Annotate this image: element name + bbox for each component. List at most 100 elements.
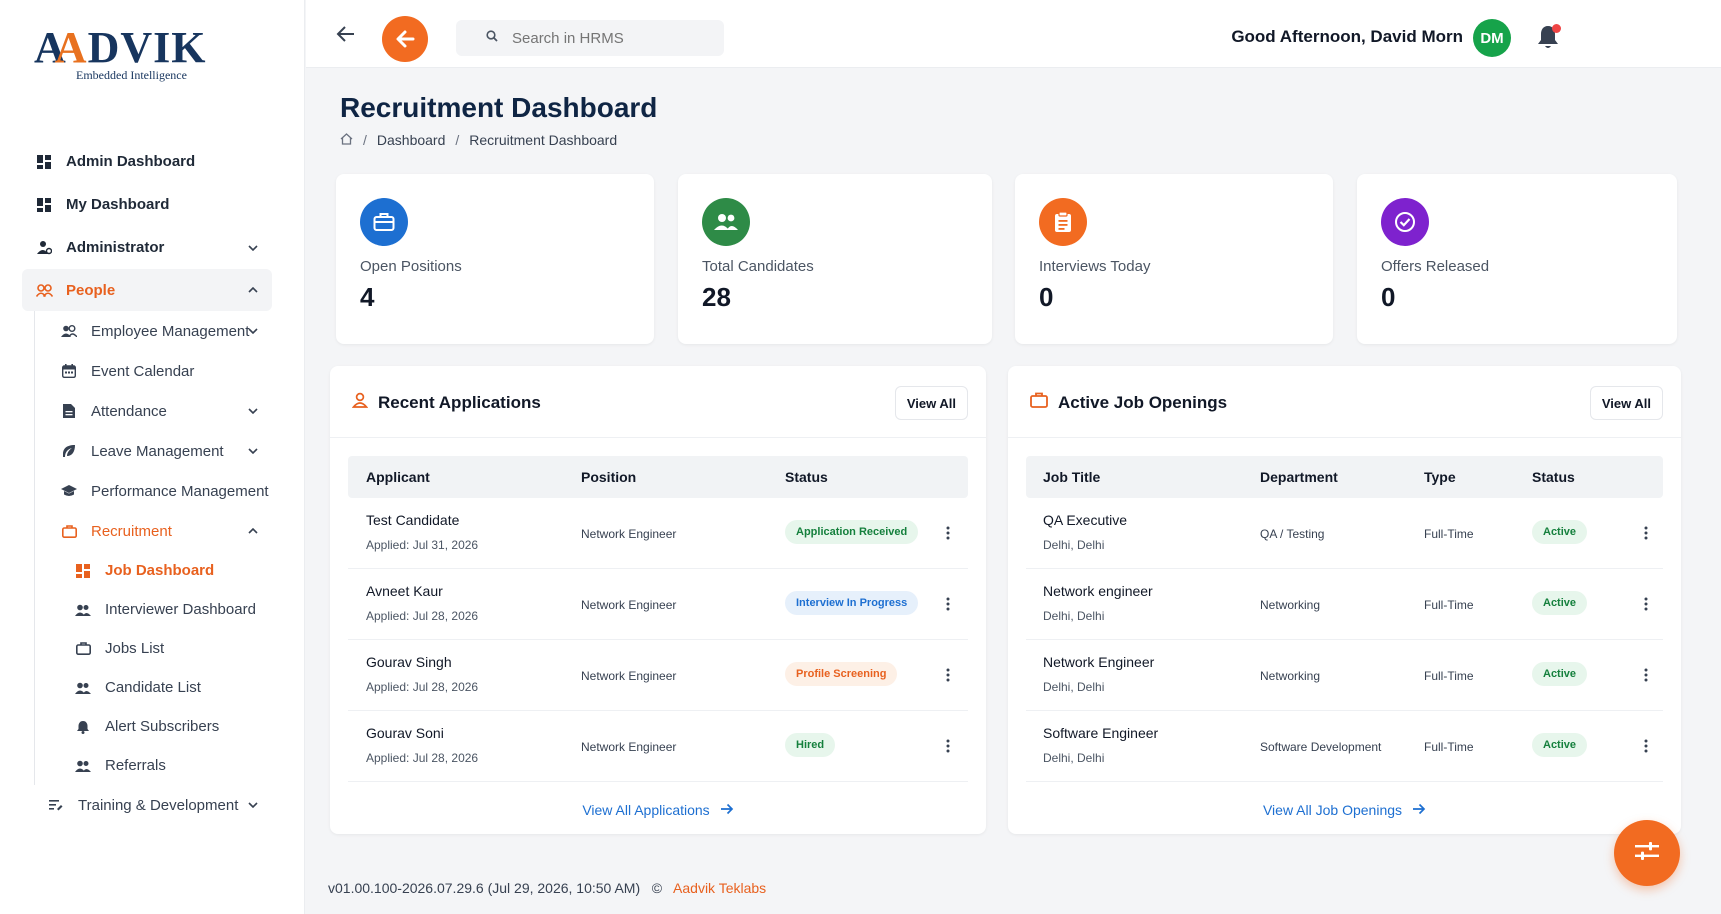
check-circle-icon	[1381, 198, 1429, 246]
more-options-icon[interactable]	[1638, 593, 1654, 615]
more-options-icon[interactable]	[940, 735, 956, 757]
sidebar-item-job-dashboard[interactable]: Job Dashboard	[35, 551, 272, 590]
page-title: Recruitment Dashboard	[340, 92, 658, 123]
table-row[interactable]: Gourav Soni Applied: Jul 28, 2026 Networ…	[348, 711, 968, 782]
avatar[interactable]: DM	[1473, 19, 1511, 57]
department: Networking	[1260, 669, 1321, 683]
stat-label: Offers Released	[1381, 258, 1490, 275]
sidebar-item-administrator[interactable]: Administrator	[22, 226, 272, 269]
sidebar-item-attendance[interactable]: Attendance	[35, 391, 272, 431]
chevron-down-icon	[246, 324, 260, 338]
settings-fab-button[interactable]	[1614, 820, 1680, 886]
sidebar-item-my-dashboard[interactable]: My Dashboard	[22, 183, 272, 226]
status-badge: Active	[1532, 662, 1588, 686]
dashboard-icon	[34, 152, 54, 172]
more-options-icon[interactable]	[940, 593, 956, 615]
column-header: Status	[785, 469, 828, 485]
applicant-name: Avneet Kaur	[366, 583, 443, 599]
go-back-button[interactable]	[382, 16, 428, 62]
more-options-icon[interactable]	[1638, 664, 1654, 686]
sidebar-item-leave-management[interactable]: Leave Management	[35, 431, 272, 471]
dashboard-icon	[73, 561, 93, 581]
sidebar-item-jobs-list[interactable]: Jobs List	[35, 629, 272, 668]
department: QA / Testing	[1260, 527, 1325, 541]
sidebar-item-people[interactable]: People	[22, 269, 272, 311]
sidebar-item-training-development[interactable]: Training & Development	[22, 785, 272, 825]
table-row[interactable]: Avneet Kaur Applied: Jul 28, 2026 Networ…	[348, 569, 968, 640]
column-header: Position	[581, 469, 637, 485]
table-row[interactable]: Network Engineer Delhi, Delhi Networking…	[1026, 640, 1663, 711]
users-icon	[59, 321, 79, 341]
applied-date: Applied: Jul 31, 2026	[366, 538, 479, 552]
sidebar-item-performance-management[interactable]: Performance Management	[35, 471, 272, 511]
users-icon	[73, 678, 93, 698]
version-text: v01.00.100-2026.07.29.6 (Jul 29, 2026, 1…	[328, 880, 641, 896]
breadcrumb-dashboard-link[interactable]: Dashboard	[376, 132, 446, 148]
job-title: Network engineer	[1043, 583, 1153, 599]
sidebar-item-referrals[interactable]: Referrals	[35, 746, 272, 785]
sidebar-item-label: Referrals	[105, 757, 166, 774]
sidebar-item-label: Event Calendar	[91, 362, 195, 380]
table-row[interactable]: Software Engineer Delhi, Delhi Software …	[1026, 711, 1663, 782]
column-header: Status	[1532, 469, 1575, 485]
admin-icon	[34, 238, 54, 258]
job-title: Network Engineer	[1043, 654, 1155, 670]
panel-title: Active Job Openings	[1058, 392, 1228, 412]
notification-bell-icon[interactable]	[1533, 22, 1563, 52]
breadcrumb-separator: /	[363, 132, 367, 148]
briefcase-icon	[1030, 392, 1048, 413]
more-options-icon[interactable]	[940, 664, 956, 686]
copyright-symbol: ©	[651, 880, 663, 896]
status-badge: Active	[1532, 591, 1588, 615]
table-row[interactable]: QA Executive Delhi, Delhi QA / Testing F…	[1026, 498, 1663, 569]
table-row[interactable]: Test Candidate Applied: Jul 31, 2026 Net…	[348, 498, 968, 569]
applicant-name: Test Candidate	[366, 512, 460, 528]
calendar-icon	[59, 361, 79, 381]
search-input[interactable]	[512, 29, 722, 47]
table-row[interactable]: Gourav Singh Applied: Jul 28, 2026 Netwo…	[348, 640, 968, 711]
sidebar-item-label: Candidate List	[105, 679, 201, 696]
sidebar-item-label: Employee Management	[91, 322, 250, 340]
stat-value: 0	[1381, 282, 1396, 312]
sidebar-item-interviewer-dashboard[interactable]: Interviewer Dashboard	[35, 590, 272, 629]
sidebar-item-event-calendar[interactable]: Event Calendar	[35, 351, 272, 391]
breadcrumb-current: Recruitment Dashboard	[469, 132, 618, 148]
view-all-applications-link[interactable]: View All Applications	[330, 802, 986, 818]
search-box	[456, 20, 724, 56]
panel-header: Active Job Openings View All	[1008, 366, 1681, 438]
view-all-applications-button[interactable]: View All	[894, 386, 968, 420]
applied-date: Applied: Jul 28, 2026	[366, 751, 479, 765]
company-logo[interactable]: AADVIK Embedded Intelligence	[34, 23, 207, 83]
job-type: Full-Time	[1424, 669, 1474, 683]
recent-applications-panel: Recent Applications View All Applicant P…	[330, 366, 986, 834]
sidebar-item-alert-subscribers[interactable]: Alert Subscribers	[35, 707, 272, 746]
more-options-icon[interactable]	[1638, 735, 1654, 757]
recruitment-submenu: Job Dashboard Interviewer Dashboard Jobs…	[35, 551, 272, 785]
stat-card-interviews-today: Interviews Today 0	[1015, 174, 1333, 344]
user-icon	[351, 392, 369, 413]
company-link[interactable]: Aadvik Teklabs	[673, 880, 767, 896]
sidebar-item-candidate-list[interactable]: Candidate List	[35, 668, 272, 707]
job-title: QA Executive	[1043, 512, 1128, 528]
applicant-name: Gourav Soni	[366, 725, 444, 741]
home-icon[interactable]	[340, 132, 353, 148]
document-icon	[59, 401, 79, 421]
view-all-job-openings-link[interactable]: View All Job Openings	[1008, 802, 1681, 818]
briefcase-icon	[59, 521, 79, 541]
sidebar-item-label: Training & Development	[78, 796, 239, 814]
sliders-icon	[1634, 841, 1660, 866]
more-options-icon[interactable]	[1638, 522, 1654, 544]
status-badge: Hired	[785, 733, 836, 757]
sidebar-item-recruitment[interactable]: Recruitment	[35, 511, 272, 551]
column-header: Department	[1260, 469, 1338, 485]
stat-value: 0	[1039, 282, 1054, 312]
view-all-jobs-button[interactable]: View All	[1589, 386, 1663, 420]
back-arrow-icon[interactable]	[334, 22, 358, 46]
stat-label: Open Positions	[360, 258, 462, 275]
more-options-icon[interactable]	[940, 522, 956, 544]
table-row[interactable]: Network engineer Delhi, Delhi Networking…	[1026, 569, 1663, 640]
stat-card-offers-released: Offers Released 0	[1357, 174, 1677, 344]
sidebar-item-admin-dashboard[interactable]: Admin Dashboard	[22, 140, 272, 183]
sidebar-item-employee-management[interactable]: Employee Management	[35, 311, 272, 351]
column-header: Type	[1424, 469, 1456, 485]
